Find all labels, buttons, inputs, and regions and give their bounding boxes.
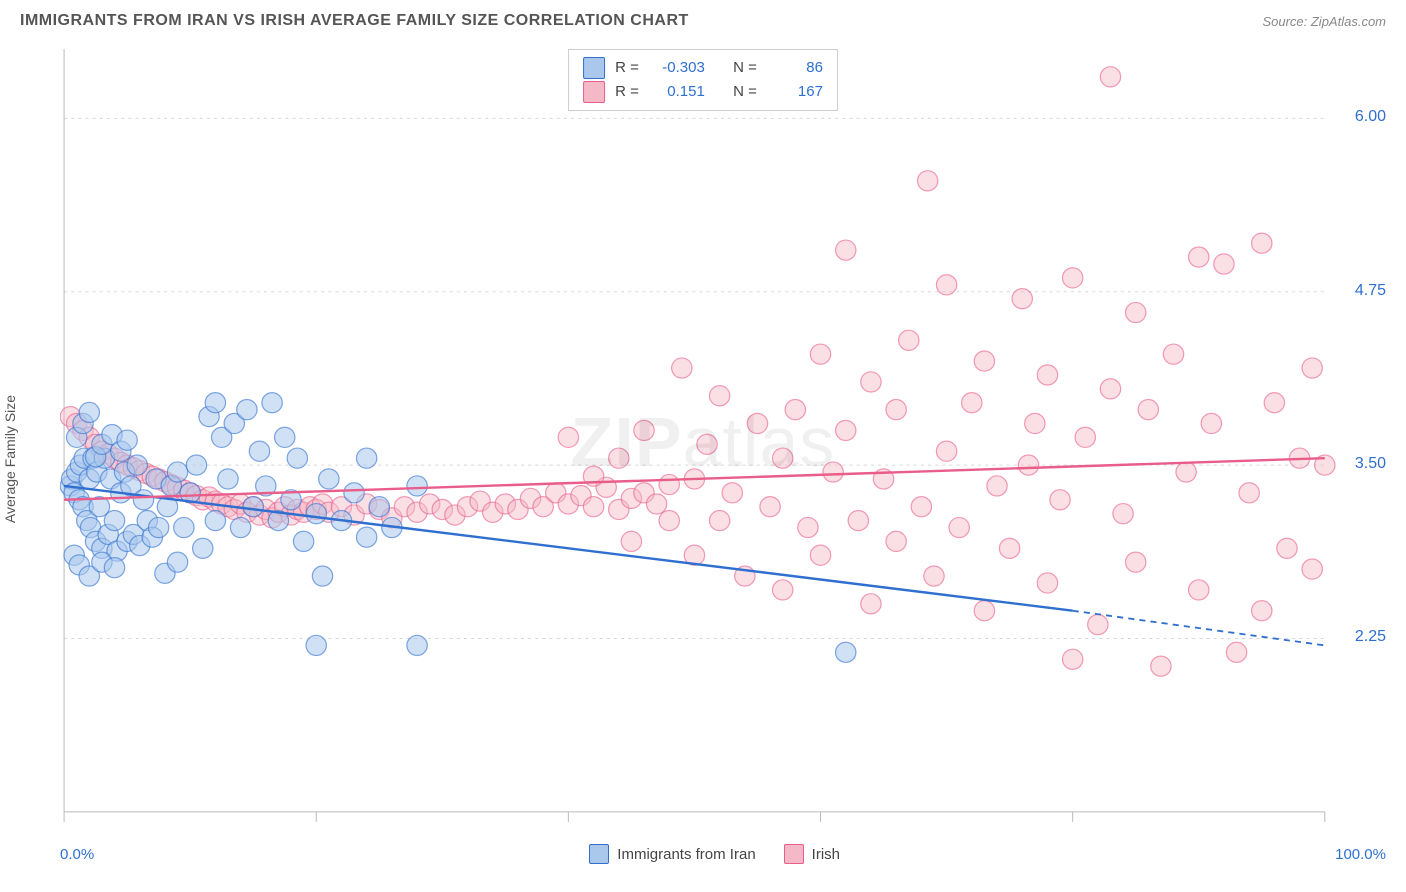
y-axis-label: Average Family Size [2, 394, 18, 522]
legend-swatch [784, 844, 804, 864]
page-title: IMMIGRANTS FROM IRAN VS IRISH AVERAGE FA… [20, 12, 689, 30]
legend-swatch [583, 81, 605, 103]
y-tick-label: 4.75 [1355, 282, 1386, 300]
source-credit: Source: ZipAtlas.com [1262, 14, 1386, 29]
legend-item: Irish [784, 844, 840, 864]
y-tick-label: 3.50 [1355, 455, 1386, 473]
legend-swatch [583, 57, 605, 79]
legend-item: Immigrants from Iran [589, 844, 755, 864]
legend-label: Irish [812, 846, 840, 863]
chart-container: Average Family Size ZIPatlas R =-0.303 N… [20, 45, 1386, 872]
x-max-label: 100.0% [1335, 846, 1386, 863]
legend-label: Immigrants from Iran [617, 846, 755, 863]
legend-row: R =-0.303 N =86 [583, 56, 823, 80]
y-tick-label: 6.00 [1355, 108, 1386, 126]
legend-row: R =0.151 N =167 [583, 80, 823, 104]
stats-legend: R =-0.303 N =86R =0.151 N =167 [568, 49, 838, 111]
y-tick-label: 2.25 [1355, 628, 1386, 646]
x-min-label: 0.0% [60, 846, 94, 863]
scatter-plot [60, 45, 1386, 832]
legend-swatch [589, 844, 609, 864]
bottom-legend: 0.0% Immigrants from Iran Irish 100.0% [60, 836, 1386, 872]
